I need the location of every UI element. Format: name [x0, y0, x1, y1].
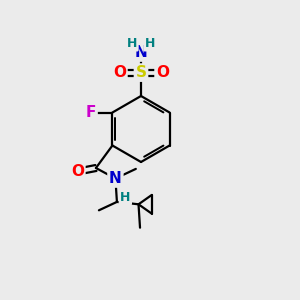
Text: O: O: [156, 65, 169, 80]
Text: H: H: [127, 37, 137, 50]
Text: F: F: [85, 105, 96, 120]
Text: S: S: [136, 65, 146, 80]
Text: O: O: [113, 65, 126, 80]
Text: H: H: [120, 191, 130, 204]
Text: O: O: [71, 164, 84, 179]
Text: N: N: [135, 45, 147, 60]
Text: N: N: [109, 171, 122, 186]
Text: H: H: [145, 37, 155, 50]
